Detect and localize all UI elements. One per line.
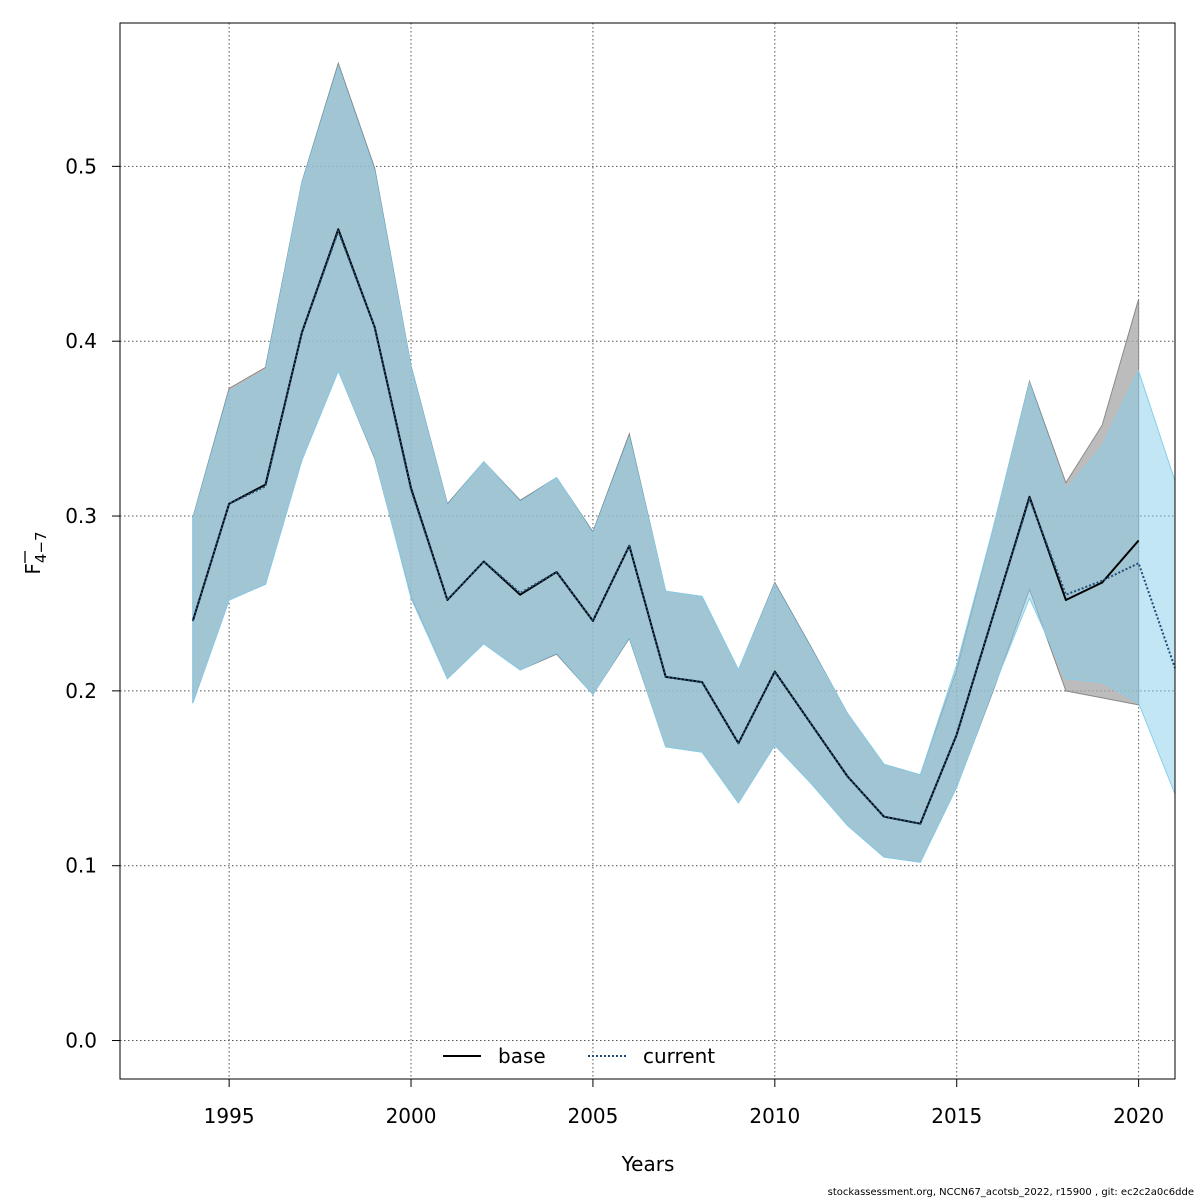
y-tick-label: 0.1 <box>65 854 97 878</box>
legend: base current <box>443 1044 715 1068</box>
y-tick-label: 0.0 <box>65 1029 97 1053</box>
x-axis: 1995 2000 2005 2010 2015 2020 <box>204 1079 1164 1128</box>
y-tick-label: 0.3 <box>65 504 97 528</box>
y-tick-label: 0.4 <box>65 329 97 353</box>
legend-label-current: current <box>643 1044 715 1068</box>
line-current <box>191 230 1176 825</box>
svg-text:F4−7: F4−7 <box>21 531 50 574</box>
x-tick-label: 2010 <box>749 1104 800 1128</box>
x-tick-label: 2020 <box>1113 1104 1164 1128</box>
x-tick-label: 2000 <box>386 1104 437 1128</box>
series-lines <box>191 228 1176 825</box>
x-axis-label: Years <box>621 1152 675 1176</box>
y-tick-label: 0.5 <box>65 154 97 178</box>
y-axis: 0.0 0.1 0.2 0.3 0.4 0.5 <box>65 154 120 1053</box>
x-tick-label: 2005 <box>567 1104 618 1128</box>
y-axis-label: F4−7 <box>21 531 50 574</box>
legend-label-base: base <box>498 1044 546 1068</box>
confidence-bands <box>192 61 1176 863</box>
footer-credit: stockassessment.org, NCCN67_acotsb_2022,… <box>827 1187 1194 1198</box>
y-axis-label-subscript: 4−7 <box>32 531 50 563</box>
x-tick-label: 2015 <box>931 1104 982 1128</box>
x-tick-label: 1995 <box>204 1104 255 1128</box>
y-tick-label: 0.2 <box>65 679 97 703</box>
plot-frame <box>119 22 1176 1080</box>
band-current <box>192 65 1176 863</box>
y-axis-label-main: F <box>21 563 45 575</box>
